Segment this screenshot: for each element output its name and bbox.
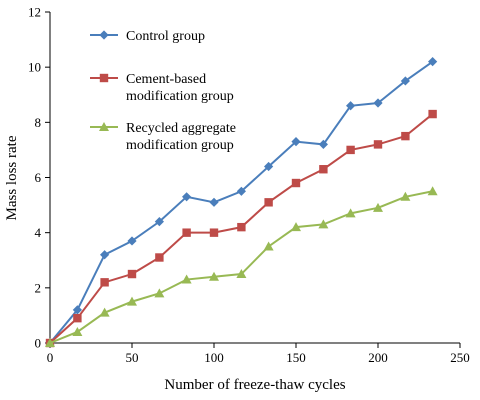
x-axis-label: Number of freeze-thaw cycles [164,377,345,393]
series-0-point-7 [236,186,246,196]
legend-item-2: Recycled aggregate modification group [90,121,236,153]
y-tick-label-3: 6 [35,170,42,185]
x-tick-label-0: 0 [47,350,54,365]
y-tick-label-5: 10 [28,60,41,75]
series-2-point-9 [291,222,301,232]
legend-swatch-marker-0 [99,30,109,40]
series-0-point-6 [209,197,219,207]
series-1-point-4 [155,253,164,262]
series-1-point-6 [209,228,219,237]
series-0-point-13 [400,76,410,86]
legend-label-2-1: modification group [126,138,234,153]
series-1-point-10 [319,165,328,174]
series-2-point-1 [72,326,83,336]
y-tick-label-2: 4 [35,225,42,240]
series-0-point-5 [182,192,192,202]
x-tick-label-1: 50 [126,350,139,365]
series-1-point-7 [237,222,246,232]
series-0-point-8 [264,161,274,172]
series-1-point-1 [73,313,82,323]
series-0-point-14 [428,57,438,67]
series-0-point-9 [291,137,301,147]
series-2-point-5 [181,274,192,284]
series-2-point-2 [99,307,110,317]
x-tick-label-4: 200 [368,350,388,365]
series-1-point-14 [428,109,437,119]
series-1-point-3 [127,269,137,279]
series-0-point-10 [318,139,328,149]
legend: Control group Cement-based modification gr… [90,29,236,153]
series-2-point-4 [154,288,165,298]
series-1-point-5 [182,228,191,237]
series-0-point-2 [100,250,110,260]
legend-label-0-0: Control group [126,29,205,44]
series-2-point-7 [236,269,247,279]
legend-swatch-marker-1 [99,73,109,83]
y-tick-label-1: 2 [35,280,42,295]
axes: 0 2 4 6 8 10 12 0 50 100 150 200 250 [28,5,470,366]
legend-item-0: Control group [90,29,205,44]
series-0-point-11 [346,101,356,111]
series-2-point-8 [263,241,274,251]
series-2-point-14 [427,186,438,196]
series-2-line [49,190,433,344]
series-0 [45,57,438,348]
series-1-point-13 [401,131,410,141]
legend-label-1-0: Cement-based [126,72,206,87]
legend-label-1-1: modification group [126,89,234,104]
legend-item-1: Cement-based modification group [90,72,234,104]
series-2-point-6 [209,271,219,281]
series-2-point-0 [45,338,55,347]
y-tick-label-6: 12 [28,5,41,20]
series-0-point-4 [154,217,164,227]
legend-swatch-marker-2 [99,122,109,131]
series-0-point-3 [127,236,137,246]
series-2-point-10 [318,219,329,229]
series-2 [45,186,438,347]
series-0-point-12 [373,98,383,108]
y-tick-label-0: 0 [35,336,42,351]
x-tick-label-5: 250 [450,350,470,365]
y-tick-label-4: 8 [35,115,42,130]
series-1-point-8 [264,198,273,207]
x-tick-label-3: 150 [286,350,306,365]
x-tick-label-2: 100 [204,350,224,365]
series-2-point-12 [373,202,383,212]
series-1-point-12 [373,140,383,149]
y-axis-label: Mass loss rate [4,135,20,220]
series-1-point-11 [346,145,355,155]
series-1-point-9 [291,178,301,188]
series-2-point-11 [345,208,356,218]
series-0-point-1 [72,305,82,315]
series-layer [45,57,438,348]
series-2-point-3 [127,296,137,306]
series-2-point-13 [400,191,411,201]
series-1-point-2 [100,278,109,287]
legend-label-2-0: Recycled aggregate [126,121,236,136]
